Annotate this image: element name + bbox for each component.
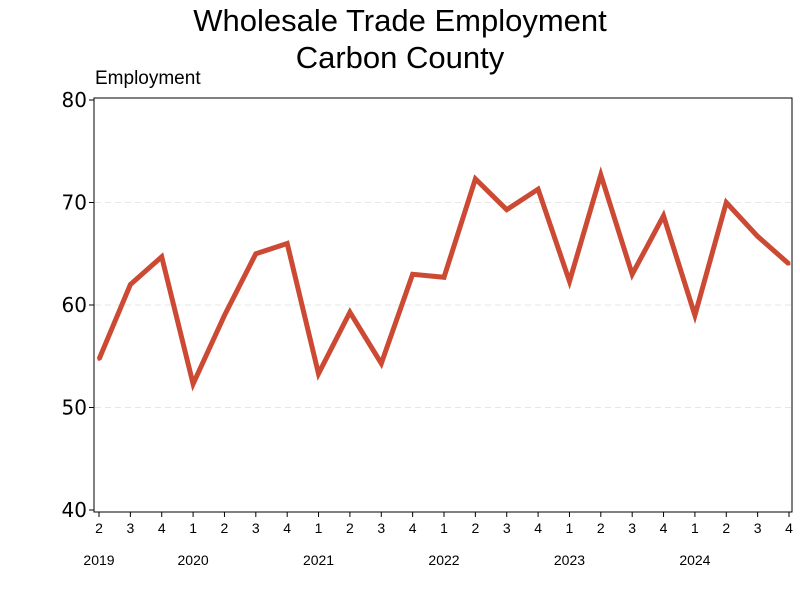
data-point: [630, 272, 634, 276]
x-tick-label: 3: [252, 520, 260, 536]
x-tick-label: 2: [471, 520, 479, 536]
x-tick-label: 1: [315, 520, 323, 536]
x-tick-label: 2: [95, 520, 103, 536]
data-point: [787, 262, 791, 266]
data-point: [442, 275, 446, 279]
x-tick-label: 1: [189, 520, 197, 536]
x-tick-label: 3: [503, 520, 511, 536]
y-axis-label: Employment: [95, 68, 201, 89]
data-point: [724, 201, 728, 204]
data-point: [285, 242, 289, 245]
data-point: [536, 187, 540, 191]
x-tick-label: 2: [221, 520, 229, 536]
data-point: [317, 372, 321, 376]
year-label: 2022: [428, 552, 459, 568]
data-point: [662, 214, 666, 218]
data-point: [567, 279, 571, 283]
data-point: [254, 252, 258, 256]
data-point: [191, 382, 195, 386]
series-group: [96, 166, 791, 392]
x-tick-label: 4: [158, 520, 166, 536]
x-tick-label: 4: [660, 520, 668, 536]
series-line: [96, 166, 791, 392]
y-tick-label: 50: [62, 396, 87, 420]
data-point: [128, 283, 132, 286]
x-tick-label: 3: [377, 520, 385, 536]
x-tick-label: 3: [628, 520, 636, 536]
x-tick-label: 2: [346, 520, 354, 536]
x-tick-label: 3: [126, 520, 134, 536]
year-label: 2023: [554, 552, 585, 568]
y-tick-label: 60: [62, 293, 87, 317]
data-point: [505, 208, 509, 212]
y-axis: 40 50 60 70 80: [62, 88, 94, 522]
x-tick-label: 1: [691, 520, 699, 536]
data-point: [756, 234, 760, 238]
year-label: 2020: [178, 552, 209, 568]
y-tick-label: 40: [62, 498, 87, 522]
data-point: [599, 173, 603, 177]
chart-title-line-1: Wholesale Trade Employment: [193, 3, 607, 38]
x-tick-label: 4: [785, 520, 793, 536]
x-tick-label: 1: [566, 520, 574, 536]
data-point: [693, 313, 697, 317]
x-tick-label: 4: [409, 520, 417, 536]
data-point: [160, 255, 164, 259]
x-axis: 2 2019 3 4 1 2020 2 3 4 1 2021 2 3 4 1 2022 2 3 4 1 2023 2 3 4 1…: [83, 512, 793, 568]
x-tick-label: 4: [534, 520, 542, 536]
data-point: [411, 272, 415, 276]
x-tick-label: 1: [440, 520, 448, 536]
y-tick-label: 70: [62, 191, 87, 215]
x-tick-label: 3: [754, 520, 762, 536]
data-point: [379, 361, 383, 365]
chart-title-line-2: Carbon County: [295, 40, 505, 75]
data-point: [473, 177, 477, 181]
data-point: [97, 357, 101, 361]
data-point: [348, 310, 352, 314]
data-point: [222, 313, 226, 317]
year-label: 2024: [679, 552, 710, 568]
x-tick-label: 2: [722, 520, 730, 536]
grid-lines: [95, 202, 791, 408]
y-tick-label: 80: [62, 88, 87, 112]
year-label: 2021: [303, 552, 334, 568]
x-tick-label: 4: [283, 520, 291, 536]
x-tick-label: 2: [597, 520, 605, 536]
year-label: 2019: [83, 552, 114, 568]
chart-title: Wholesale Trade Employment Carbon County: [0, 2, 800, 76]
